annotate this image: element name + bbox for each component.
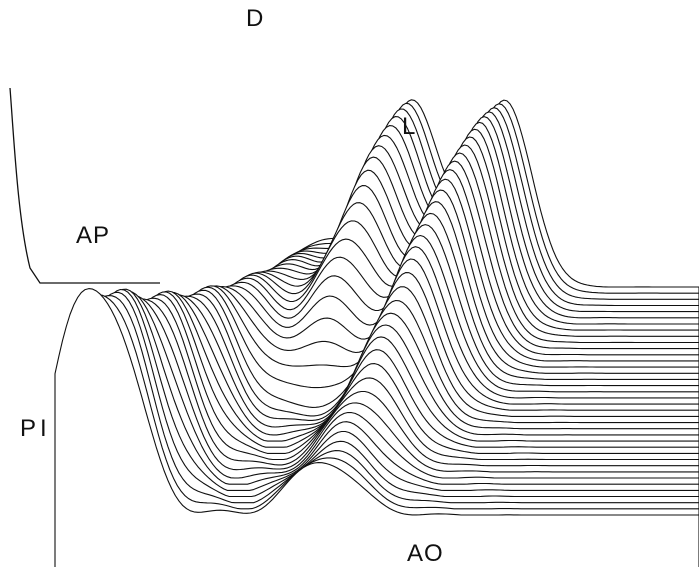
- peak-label-ap: AP: [76, 222, 110, 250]
- peak-label-ao: AO: [407, 540, 444, 568]
- peak-label-l: L: [402, 113, 416, 141]
- peak-label-d: D: [246, 5, 264, 33]
- peak-label-pi: PI: [20, 415, 51, 443]
- leading-edge-line: [10, 88, 160, 283]
- trace-group: [10, 88, 699, 567]
